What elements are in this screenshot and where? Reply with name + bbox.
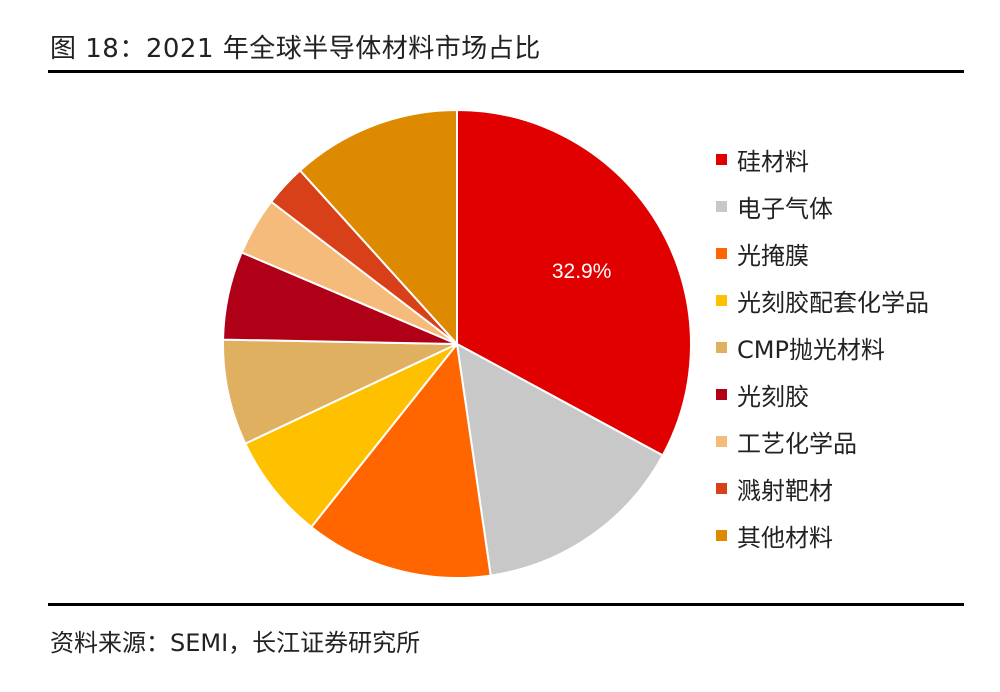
- legend-swatch: [716, 389, 727, 400]
- legend-swatch: [716, 154, 727, 165]
- legend-item-0: 硅材料: [716, 136, 929, 183]
- legend-swatch: [716, 201, 727, 212]
- legend-item-4: CMP抛光材料: [716, 324, 929, 371]
- legend-label: 光刻胶配套化学品: [737, 289, 929, 317]
- legend-swatch: [716, 342, 727, 353]
- legend-label: 光掩膜: [737, 242, 809, 270]
- legend-item-1: 电子气体: [716, 183, 929, 230]
- chart-title: 图 18：2021 年全球半导体材料市场占比: [50, 34, 541, 64]
- legend-swatch: [716, 436, 727, 447]
- legend-item-3: 光刻胶配套化学品: [716, 277, 929, 324]
- legend-label: 光刻胶: [737, 383, 809, 411]
- pie-slice-0: [456, 108, 692, 457]
- legend-label: CMP抛光材料: [737, 336, 885, 364]
- legend-item-2: 光掩膜: [716, 230, 929, 277]
- chart-legend: 硅材料电子气体光掩膜光刻胶配套化学品 CMP抛光材料 光刻胶工艺化学品溅射靶材其他材…: [716, 136, 929, 559]
- pie-slice-1: [455, 342, 665, 577]
- pie-slice-2: [309, 341, 492, 579]
- legend-item-6: 工艺化学品: [716, 418, 929, 465]
- legend-item-8: 其他材料: [716, 512, 929, 559]
- top-divider: [48, 70, 964, 73]
- legend-label: 溅射靶材: [737, 477, 833, 505]
- bottom-divider: [48, 603, 964, 606]
- data-label-0: 32.9%: [552, 260, 612, 283]
- source-note: 资料来源：SEMI，长江证券研究所: [50, 629, 421, 657]
- legend-swatch: [716, 295, 727, 306]
- pie-slice-4: [222, 338, 458, 445]
- legend-swatch: [716, 530, 727, 541]
- legend-item-5: 光刻胶: [716, 371, 929, 418]
- legend-swatch: [716, 248, 727, 259]
- legend-label: 其他材料: [737, 524, 833, 552]
- pie-slice-3: [243, 343, 458, 529]
- legend-item-7: 溅射靶材: [716, 465, 929, 512]
- legend-label: 工艺化学品: [737, 430, 857, 458]
- legend-label: 电子气体: [737, 195, 833, 223]
- pie-slice-8: [298, 108, 458, 347]
- legend-swatch: [716, 483, 727, 494]
- legend-label: 硅材料: [737, 148, 809, 176]
